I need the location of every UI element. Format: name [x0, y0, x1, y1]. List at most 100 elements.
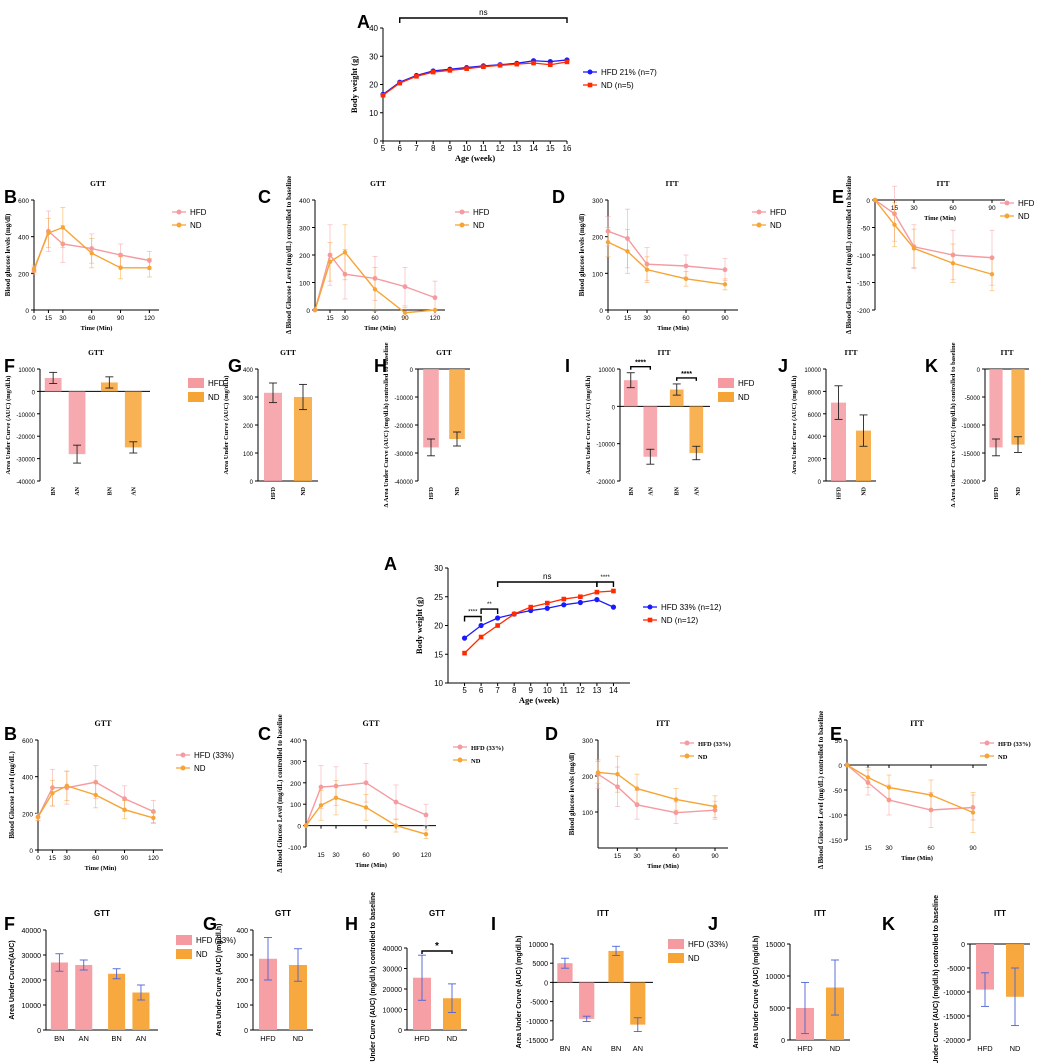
y-axis-label: Blood glucose levels (mg/dl) — [4, 213, 12, 296]
data-point — [462, 650, 467, 656]
y-tick-label: 400 — [290, 738, 301, 745]
x-tick-label: 30 — [341, 315, 349, 322]
panel-letter-j: J — [708, 914, 718, 934]
chart-title: ITT — [666, 179, 679, 188]
legend-label: HFD (33%) — [998, 741, 1031, 748]
x-tick-label: 0 — [606, 315, 610, 322]
legend-label: HFD 33% (n=12) — [661, 603, 722, 612]
data-point — [50, 790, 55, 796]
chart-b_J: 0 5000 10000 15000 HFD ND Area Under Curve (AU… — [753, 936, 850, 1053]
x-axis-label: Time (Min) — [355, 862, 387, 869]
data-point — [303, 823, 309, 828]
y-tick-label: 300 — [236, 953, 248, 960]
legend-label: ND — [194, 764, 206, 773]
y-tick-label: 0 — [306, 308, 310, 315]
y-tick-label: -5000 — [965, 396, 981, 402]
y-tick-label: -20000 — [16, 435, 35, 441]
x-tick-label: 60 — [362, 852, 370, 859]
data-point — [414, 74, 419, 79]
y-axis-label: Blood glucose levels (mg/dl) — [578, 213, 586, 296]
data-point — [544, 600, 550, 606]
legend-marker — [180, 752, 186, 758]
legend-marker — [587, 69, 593, 75]
x-tick-label: 90 — [121, 855, 129, 862]
data-point — [594, 589, 600, 595]
data-point — [594, 597, 600, 603]
series-line-0 — [37, 781, 154, 818]
y-tick-label: 6000 — [808, 413, 822, 419]
y-tick-label: 0 — [818, 480, 822, 486]
x-tick-label: 60 — [927, 845, 935, 852]
legend-marker — [176, 209, 182, 215]
x-tick-label: 90 — [721, 315, 729, 322]
x-tick-label: 30 — [332, 852, 340, 859]
y-tick-label: 10000 — [766, 974, 786, 981]
y-tick-label: -100 — [829, 813, 842, 820]
data-point — [380, 92, 386, 98]
chart-title: GTT — [363, 719, 381, 728]
data-point — [327, 259, 333, 265]
bar-an-1 — [643, 406, 658, 457]
y-tick-label: 5000 — [532, 961, 548, 968]
x-tick-label: 5 — [381, 144, 386, 153]
y-tick-label: 300 — [592, 198, 603, 205]
data-point — [89, 250, 94, 256]
panel-letter-h: H — [345, 914, 358, 934]
chart-title: GTT — [94, 909, 110, 918]
legend-swatch — [718, 392, 734, 402]
legend-label: HFD — [208, 379, 225, 388]
legend-marker — [457, 757, 463, 763]
chart-t_G: 0 100 200 300 400 HFD ND Area Under Curve (AUC)… — [223, 368, 318, 500]
legend-marker — [647, 617, 653, 623]
x-tick-label: 11 — [479, 144, 488, 153]
legend-label: ND — [998, 754, 1008, 761]
legend-marker — [176, 222, 182, 228]
chart-title: ITT — [937, 179, 950, 188]
data-point — [634, 802, 640, 808]
significance-bracket — [676, 377, 698, 381]
x-tick-label: 30 — [910, 205, 918, 212]
y-tick-label: 8000 — [808, 390, 822, 396]
legend-label: ND — [190, 221, 202, 230]
x-tick-label: HFD — [837, 486, 843, 499]
bar-nd-1 — [1011, 369, 1025, 445]
x-tick-label: 9 — [448, 144, 453, 153]
x-tick-label: 90 — [392, 852, 400, 859]
legend-marker — [587, 82, 593, 88]
data-point — [722, 282, 728, 287]
y-tick-label: 100 — [243, 452, 254, 458]
data-point — [118, 265, 123, 271]
legend-label: HFD (33%) — [688, 940, 728, 949]
x-tick-label: HFD — [797, 1044, 813, 1053]
y-tick-label: 400 — [243, 368, 254, 374]
data-point — [634, 786, 640, 791]
y-tick-label: 200 — [299, 253, 310, 260]
significance-label: **** — [681, 371, 692, 378]
legend-label: HFD — [738, 379, 755, 388]
chart-t_B: 0 200 400 600 0 15 30 60 90 120 Time (Min) Blood gl… — [4, 198, 207, 332]
data-point — [564, 59, 570, 65]
legend-label: HFD — [190, 208, 207, 217]
y-tick-label: 0 — [544, 980, 548, 987]
x-tick-label: 0 — [36, 855, 40, 862]
chart-b_H: 0 10000 20000 30000 40000 HFD ND Δ Area Under C… — [370, 892, 467, 1063]
y-axis-label: Δ Blood Glucose Level (mg/dL) controlled… — [285, 176, 293, 334]
series-line-0 — [464, 598, 614, 639]
y-tick-label: 10000 — [598, 368, 615, 374]
y-axis-label: Δ Area Under Curve (AUC) (mg/dl.h) contr… — [383, 342, 390, 507]
x-tick-label: BN — [629, 486, 635, 495]
legend-label: HFD — [473, 208, 490, 217]
y-tick-label: -10000 — [526, 1019, 548, 1026]
y-tick-label: 20000 — [22, 978, 42, 985]
significance-bracket — [399, 17, 568, 23]
legend-label: HFD — [1018, 199, 1035, 208]
x-tick-label: ND — [447, 1034, 458, 1043]
chart-title: GTT — [90, 179, 106, 188]
x-axis-label: Time (Min) — [81, 325, 113, 332]
y-tick-label: 25 — [434, 593, 443, 602]
data-point — [312, 307, 318, 313]
y-tick-label: 300 — [299, 226, 310, 233]
chart-b_E: 50 0 -50 -100 -150 15 30 60 90 Time (Min) Δ Blood … — [817, 711, 1031, 869]
y-tick-label: 0 — [977, 368, 981, 374]
y-tick-label: 0 — [32, 390, 36, 396]
